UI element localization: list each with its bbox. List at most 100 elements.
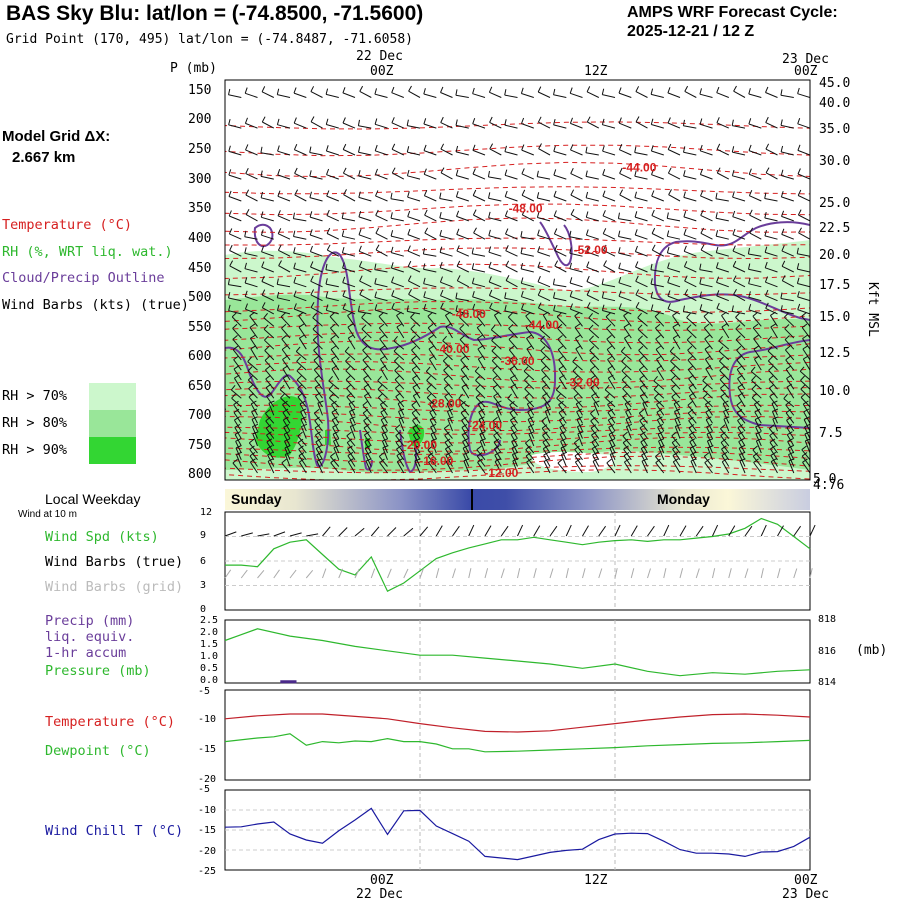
wind-barb	[232, 462, 242, 474]
wind-barb-flag	[722, 400, 729, 405]
wind-barb	[365, 454, 372, 467]
wind-barb	[655, 456, 665, 467]
wind-barb	[439, 251, 453, 257]
surface-barb-grid	[419, 568, 424, 579]
wind-barb	[395, 396, 405, 408]
wind-barb-flag	[770, 323, 777, 328]
wind-barb	[225, 445, 226, 446]
wind-barb-flag	[459, 324, 465, 330]
wind-barb-flag	[216, 357, 220, 361]
wind-barb-flag	[342, 143, 347, 150]
wind-barb-flag	[429, 355, 435, 360]
wind-barb	[442, 360, 453, 371]
wind-barb-flag	[331, 355, 337, 360]
wind-barb-flag	[722, 458, 728, 463]
wind-barb-flag	[228, 190, 232, 197]
wind-barb-flag	[382, 438, 389, 442]
wind-barb-flag	[217, 384, 222, 388]
wind-barb-flag	[656, 400, 662, 405]
wind-barb	[407, 266, 421, 273]
wind-barb	[769, 442, 778, 454]
wind-barb-flag	[607, 355, 613, 360]
wind-barb-flag	[362, 365, 369, 370]
wind-barb-flag	[331, 408, 338, 413]
wind-barb-flag	[390, 262, 394, 269]
wind-barb	[618, 268, 632, 273]
wind-barb-flag	[379, 458, 385, 464]
wind-barb	[423, 150, 437, 156]
wind-barb-flag	[508, 345, 515, 351]
wind-barb-flag	[391, 290, 395, 297]
wind-barb-flag	[357, 119, 360, 126]
wind-barb-flag	[735, 312, 740, 318]
wind-barb-flag	[673, 458, 679, 463]
wind-barb	[703, 316, 713, 327]
wind-barb	[505, 233, 518, 240]
wind-barb-flag	[667, 290, 671, 297]
wind-height-label: Wind at 10 m	[18, 509, 77, 520]
wind-barb-flag	[362, 355, 368, 361]
wind-barb	[602, 297, 616, 302]
wind-barb-flag	[541, 424, 548, 429]
wind-barb-flag	[342, 290, 346, 297]
wind-barb-flag	[267, 445, 273, 450]
wind-barb	[764, 217, 778, 222]
wind-barb	[573, 396, 583, 408]
wind-barb	[456, 265, 470, 273]
wind-barb-flag	[537, 86, 542, 93]
surface-barb-grid	[647, 568, 651, 579]
wind-barb-flag	[552, 278, 555, 285]
wind-barb-flag	[341, 212, 344, 219]
wind-barb	[753, 462, 762, 474]
wind-barb	[375, 232, 388, 240]
temperature-contour-label: -16.00	[419, 454, 453, 468]
wind-barb-flag	[493, 392, 499, 397]
wind-barb-flag	[445, 451, 452, 456]
wind-barb	[718, 350, 730, 361]
wind-barb	[637, 317, 648, 327]
wind-barb-flag	[413, 431, 419, 436]
wind-barb-flag	[299, 458, 305, 463]
wind-barb	[225, 255, 226, 257]
wind-barb-flag	[476, 312, 482, 317]
isotherm-line	[225, 446, 810, 455]
wind-barb	[391, 252, 404, 257]
wind-barb-flag	[704, 334, 710, 340]
wind-barb-flag	[377, 393, 383, 399]
wind-barb	[771, 403, 778, 416]
wind-barb	[593, 403, 600, 416]
wind-barb	[699, 93, 713, 98]
wind-barb	[650, 269, 664, 273]
wind-barb-flag	[444, 392, 450, 397]
wind-barb-flag	[460, 400, 466, 406]
isotherm-line	[225, 263, 810, 280]
wind-barb	[622, 435, 632, 447]
wind-barb-flag	[737, 374, 743, 380]
wind-barb	[521, 282, 534, 288]
wind-barb-flag	[345, 366, 351, 372]
wind-barb	[228, 297, 242, 302]
wind-barb-flag	[293, 117, 297, 124]
wind-barb	[225, 397, 226, 399]
wind-barb	[262, 121, 275, 129]
wind-barb-flag	[650, 88, 654, 95]
wind-barb	[489, 295, 502, 302]
wind-barb-flag	[264, 356, 270, 361]
wind-barb-flag	[639, 424, 646, 429]
wind-barb	[618, 295, 632, 302]
wind-barb-flag	[325, 263, 328, 270]
wind-barb-flag	[586, 86, 591, 93]
wind-barb-flag	[764, 211, 767, 219]
wind-barb-flag	[720, 431, 726, 437]
wind-barb-flag	[586, 289, 591, 296]
wind-barb-flag	[428, 334, 434, 340]
wind-barb-flag	[553, 210, 557, 217]
wind-barb-flag	[699, 291, 702, 298]
wind-barb-flag	[590, 424, 597, 429]
wind-barb	[342, 282, 356, 288]
wind-barb-flag	[509, 408, 516, 414]
surface-barb-grid	[663, 568, 667, 579]
wind-barb	[261, 281, 275, 288]
wind-barb	[537, 217, 551, 222]
pressure-unit: (mb)	[856, 643, 888, 658]
